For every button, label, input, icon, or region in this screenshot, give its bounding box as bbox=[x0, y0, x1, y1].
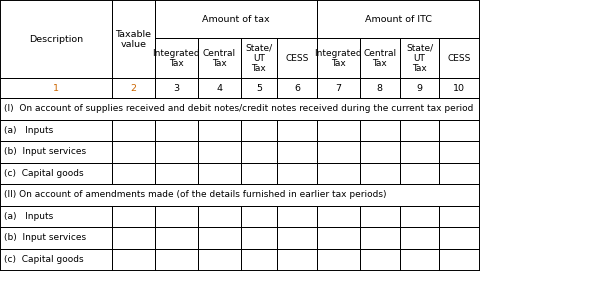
Text: 5: 5 bbox=[256, 83, 262, 93]
Text: (a)   Inputs: (a) Inputs bbox=[4, 126, 53, 135]
Text: 2: 2 bbox=[130, 83, 136, 93]
Text: CESS: CESS bbox=[447, 54, 471, 63]
Text: 9: 9 bbox=[417, 83, 422, 93]
Text: (a)   Inputs: (a) Inputs bbox=[4, 212, 53, 221]
Text: (c)  Capital goods: (c) Capital goods bbox=[4, 169, 84, 178]
Text: Amount of ITC: Amount of ITC bbox=[365, 15, 431, 24]
Text: (b)  Input services: (b) Input services bbox=[4, 234, 86, 242]
Text: (I)  On account of supplies received and debit notes/credit notes received durin: (I) On account of supplies received and … bbox=[4, 104, 474, 113]
Text: (c)  Capital goods: (c) Capital goods bbox=[4, 255, 84, 264]
Text: 6: 6 bbox=[294, 83, 300, 93]
Text: (b)  Input services: (b) Input services bbox=[4, 147, 86, 156]
Text: State/
UT
Tax: State/ UT Tax bbox=[406, 44, 433, 73]
Text: Central
Tax: Central Tax bbox=[363, 49, 397, 68]
Text: CESS: CESS bbox=[285, 54, 309, 63]
Text: 3: 3 bbox=[173, 83, 179, 93]
Text: Integrated
Tax: Integrated Tax bbox=[152, 49, 200, 68]
Text: State/
UT
Tax: State/ UT Tax bbox=[245, 44, 272, 73]
Text: Amount of tax: Amount of tax bbox=[202, 15, 270, 24]
Text: 7: 7 bbox=[335, 83, 341, 93]
Text: (II) On account of amendments made (of the details furnished in earlier tax peri: (II) On account of amendments made (of t… bbox=[4, 190, 387, 200]
Text: 8: 8 bbox=[377, 83, 382, 93]
Text: Integrated
Tax: Integrated Tax bbox=[315, 49, 362, 68]
Text: 1: 1 bbox=[53, 83, 59, 93]
Text: Central
Tax: Central Tax bbox=[203, 49, 236, 68]
Text: 10: 10 bbox=[453, 83, 465, 93]
Text: Description: Description bbox=[29, 35, 83, 44]
Text: 4: 4 bbox=[216, 83, 222, 93]
Text: Taxable
value: Taxable value bbox=[116, 30, 151, 49]
